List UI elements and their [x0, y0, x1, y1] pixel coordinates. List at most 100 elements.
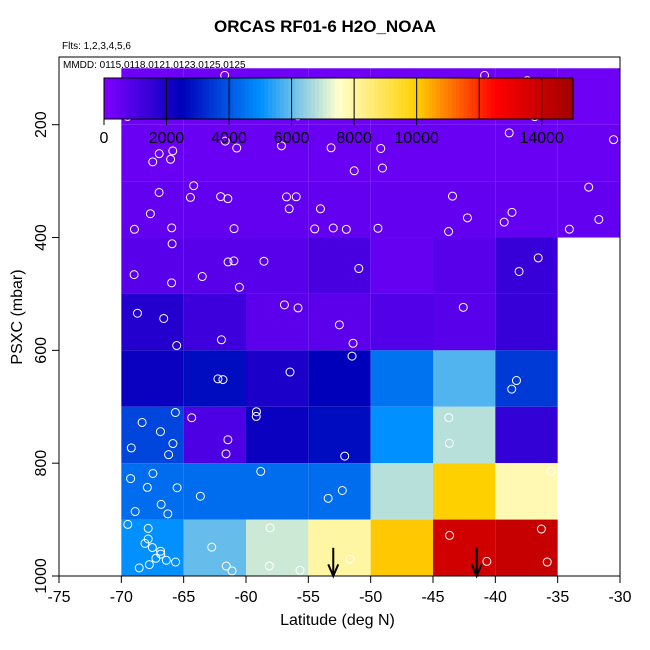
colorbar-segment — [447, 78, 453, 119]
observation-marker — [134, 563, 144, 573]
colorbar-segment — [334, 78, 340, 119]
observation-marker — [123, 519, 133, 529]
observation-marker — [161, 555, 171, 565]
colorbar-segment — [483, 78, 488, 119]
colorbar-segment — [135, 78, 140, 119]
colorbar-segment — [530, 78, 535, 119]
x-tick-label: -30 — [608, 589, 631, 606]
colorbar-tick-label: 2000 — [149, 130, 185, 147]
colorbar-tick-label: 0 — [100, 130, 109, 147]
heatmap-cell — [495, 406, 558, 464]
colorbar-tick-label: 8000 — [336, 130, 372, 147]
heatmap-cell — [370, 293, 433, 351]
heatmap-cell — [433, 293, 496, 351]
colorbar-segment — [385, 78, 390, 119]
heatmap-cell — [121, 406, 184, 464]
heatmap-cell — [557, 181, 620, 238]
observation-marker — [227, 566, 237, 576]
colorbar-segment — [436, 78, 441, 119]
observation-marker — [291, 192, 301, 202]
heatmap-cell — [495, 181, 558, 238]
observation-marker — [251, 407, 261, 417]
colorbar-segment — [451, 78, 457, 119]
heatmap-cell — [308, 124, 371, 182]
colorbar-segment — [358, 78, 363, 119]
observation-marker — [154, 187, 164, 197]
y-tick-label: 1000 — [33, 558, 50, 594]
chart-title: ORCAS RF01-6 H2O_NOAA — [214, 17, 436, 36]
colorbar-frame — [103, 77, 574, 120]
observation-marker — [185, 192, 195, 202]
observation-marker — [259, 256, 269, 266]
colorbar-segment — [475, 78, 480, 119]
observation-marker — [223, 435, 233, 445]
observation-marker — [126, 474, 136, 484]
colorbar-segment — [260, 78, 265, 119]
colorbar-segment — [569, 78, 574, 119]
observation-marker — [276, 141, 286, 151]
observation-marker — [348, 338, 358, 348]
observation-marker — [197, 272, 207, 282]
mmdd-note: MMDD: 0115,0118,0121,0123,0125,0125 — [63, 60, 246, 71]
heatmap-cell — [308, 293, 371, 351]
colorbar-segment — [373, 78, 379, 119]
heatmap-cell — [121, 293, 184, 351]
y-tick-label: 600 — [33, 337, 50, 364]
observation-marker — [334, 320, 344, 330]
flights-note: Flts: 1,2,3,4,5,6 — [62, 41, 131, 52]
colorbar-segment — [248, 78, 254, 119]
heatmap-cell — [183, 350, 246, 407]
heatmap-cell — [121, 463, 184, 520]
colorbar-segment — [553, 78, 558, 119]
colorbar-segment — [256, 78, 261, 119]
heatmap-cell — [308, 519, 371, 576]
colorbar-segment — [162, 78, 168, 119]
observation-marker — [546, 466, 556, 476]
heatmap-cell — [495, 519, 558, 576]
colorbar-segment — [377, 78, 383, 119]
colorbar-segment — [311, 78, 316, 119]
heatmap-cell — [433, 181, 496, 238]
observation-marker — [482, 556, 492, 566]
x-tick-label: -60 — [234, 589, 257, 606]
colorbar-segment — [369, 78, 375, 119]
heatmap-cell — [433, 124, 496, 182]
colorbar-segment — [150, 78, 156, 119]
observation-marker — [148, 157, 158, 167]
colorbar-segment — [463, 78, 469, 119]
observation-marker — [373, 223, 383, 233]
observation-marker — [349, 166, 359, 176]
colorbar-segment — [416, 78, 422, 119]
heatmap-cell — [370, 463, 433, 520]
observation-marker — [347, 351, 357, 361]
heatmap-cell — [183, 293, 246, 351]
colorbar-segment — [186, 78, 191, 119]
colorbar-segment — [307, 78, 312, 119]
colorbar-segment — [326, 78, 332, 119]
colorbar-segment — [537, 78, 543, 119]
observation-marker — [189, 181, 199, 191]
colorbar-segment — [252, 78, 258, 119]
colorbar-segment — [244, 78, 250, 119]
heatmap-cell — [433, 519, 496, 576]
colorbar-segment — [139, 78, 144, 119]
observation-marker — [284, 204, 294, 214]
heatmap-cell — [308, 463, 371, 520]
colorbar-segment — [315, 78, 320, 119]
colorbar-segment — [170, 78, 175, 119]
x-axis-label: Latitude (deg N) — [280, 612, 395, 629]
colorbar-segment — [330, 78, 336, 119]
observation-marker — [445, 530, 455, 540]
colorbar-segment — [432, 78, 437, 119]
heatmap-cell — [246, 293, 309, 351]
colorbar-segment — [455, 78, 461, 119]
colorbar-segment — [471, 78, 476, 119]
heatmap-cell — [495, 463, 558, 520]
heatmap-cell — [433, 237, 496, 294]
observation-marker — [462, 213, 472, 223]
colorbar-segment — [287, 78, 293, 119]
heatmap-cell — [121, 350, 184, 407]
colorbar-segment — [299, 78, 304, 119]
observation-marker — [279, 300, 289, 310]
observation-marker — [130, 507, 140, 517]
